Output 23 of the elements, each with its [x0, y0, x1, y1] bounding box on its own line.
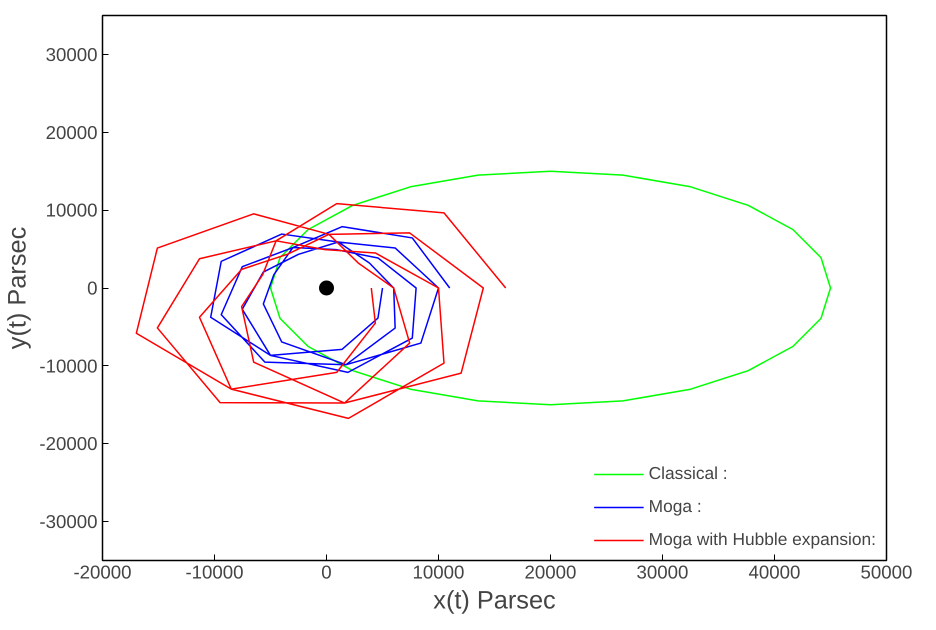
line-series: [210, 226, 450, 374]
legend-label: Classical :: [648, 463, 728, 484]
y-tick-label: 10000: [46, 200, 98, 221]
x-tick-label: 40000: [748, 562, 800, 582]
y-tick-label: -30000: [39, 511, 98, 532]
x-tick-label: 30000: [636, 562, 688, 582]
y-axis-title: y(t) Parsec: [3, 226, 32, 350]
line-series: [136, 202, 506, 420]
x-tick-label: -10000: [185, 562, 244, 582]
x-axis-title: x(t) Parsec: [433, 586, 556, 614]
y-tick-label: 20000: [46, 122, 98, 143]
x-tick-label: 20000: [524, 562, 576, 582]
line-series: [270, 170, 832, 406]
y-tick-label: 0: [87, 278, 98, 298]
x-tick-label: 0: [321, 562, 332, 582]
y-tick-label: -10000: [39, 355, 98, 376]
x-tick-label: -20000: [73, 562, 132, 582]
legend-label: Moga :: [648, 496, 702, 517]
y-tick-label: -20000: [39, 433, 98, 454]
y-tick-label: 30000: [46, 44, 98, 65]
x-tick-label: 50000: [860, 562, 912, 582]
x-tick-label: 10000: [412, 562, 464, 582]
legend-label: Moga with Hubble expansion:: [648, 529, 876, 550]
